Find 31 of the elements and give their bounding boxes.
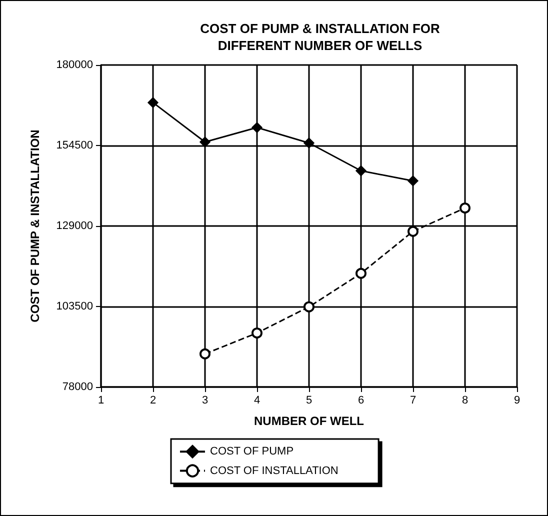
x-tick-label: 3 — [202, 394, 208, 406]
x-tick-label: 5 — [306, 394, 312, 406]
point — [356, 268, 366, 279]
x-tick-label: 2 — [150, 394, 156, 406]
x-tick-label: 1 — [98, 394, 104, 406]
y-axis-title: COST OF PUMP & INSTALLATION — [28, 130, 42, 322]
y-tick-label: 180000 — [56, 59, 93, 71]
y-tick-label: 78000 — [62, 381, 93, 393]
x-tick-label: 8 — [462, 394, 468, 406]
point — [304, 301, 314, 312]
x-tick-label: 6 — [358, 394, 364, 406]
point — [200, 348, 210, 360]
chart-title: COST OF PUMP & INSTALLATION FOR DIFFERENT NUMBER OF WELLS — [200, 21, 440, 53]
y-tick-label: 154500 — [56, 140, 93, 152]
x-tick-label: 4 — [254, 394, 260, 406]
point — [200, 136, 210, 148]
y-tick-label: 129000 — [56, 220, 93, 232]
x-tick-label: 7 — [410, 394, 416, 406]
legend-label: COST OF PUMP — [210, 446, 294, 458]
point — [408, 226, 418, 237]
y-tick-label: 103500 — [56, 300, 93, 312]
point — [460, 202, 470, 214]
x-axis-title: NUMBER OF WELL — [254, 414, 364, 428]
point — [304, 138, 314, 148]
point — [356, 166, 366, 176]
point — [408, 176, 418, 186]
x-tick-label: 9 — [514, 394, 520, 406]
point — [252, 122, 262, 133]
point — [148, 97, 158, 108]
point — [252, 328, 262, 339]
legend-label: COST OF INSTALLATION — [210, 464, 338, 477]
